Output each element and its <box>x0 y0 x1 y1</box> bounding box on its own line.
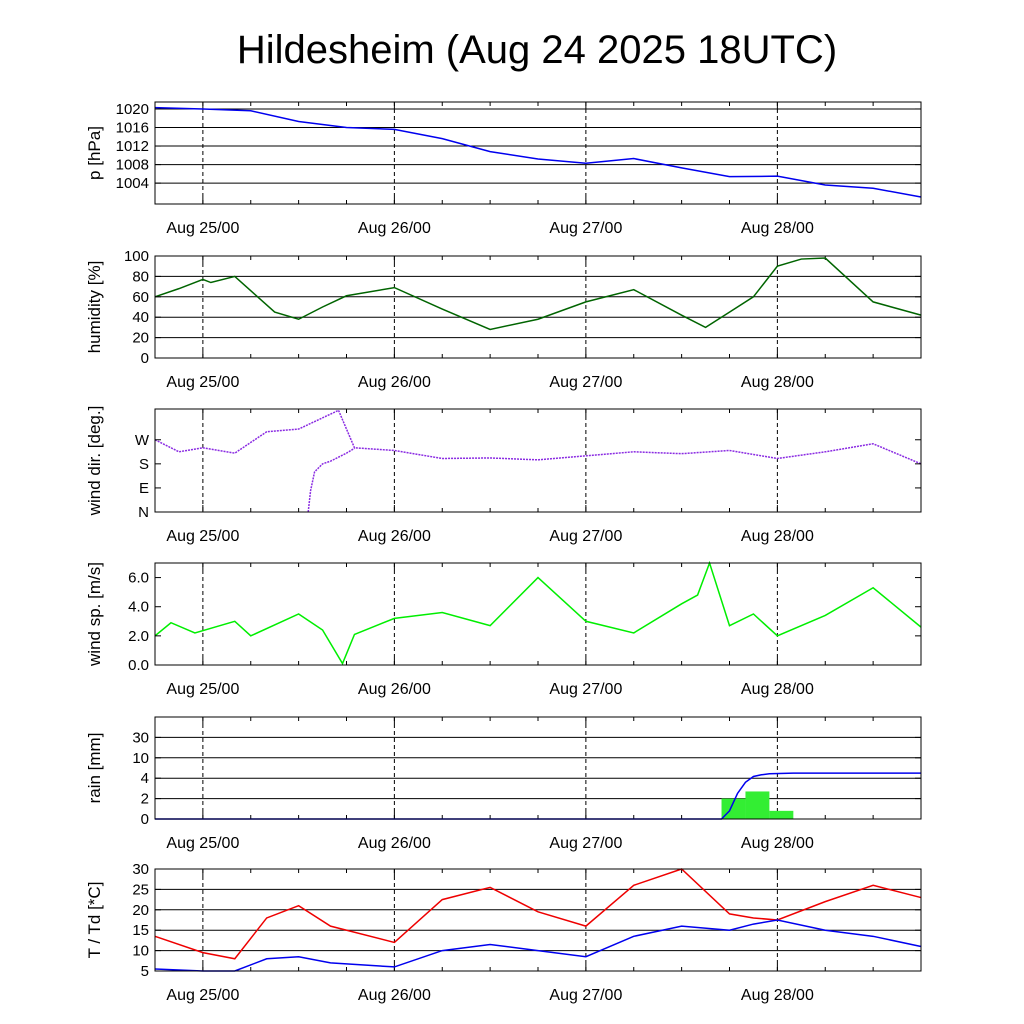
humidity-y-tick-label: 0 <box>141 350 149 367</box>
wind-direction-series <box>154 409 922 465</box>
humidity-y-tick-label: 100 <box>124 248 149 265</box>
wind-speed-frame <box>154 562 922 666</box>
rain-day-label: Aug 26/00 <box>358 835 431 852</box>
rain-day-label: Aug 25/00 <box>166 835 239 852</box>
wind-speed-y-tick-label: 6.0 <box>128 570 149 587</box>
humidity-day-label: Aug 28/00 <box>741 374 814 391</box>
wind-direction-y-tick-label: W <box>135 432 150 449</box>
temperature-series-1 <box>154 919 922 972</box>
temperature-frame <box>154 868 922 972</box>
pressure-day-label: Aug 28/00 <box>741 220 814 237</box>
pressure-day-label: Aug 25/00 <box>166 220 239 237</box>
humidity-axis-label: humidity [%] <box>85 261 104 354</box>
temperature-axis-label: T / Td [*C] <box>85 882 104 959</box>
wind-speed-y-tick-label: 4.0 <box>128 599 149 616</box>
pressure-frame <box>154 101 922 205</box>
rain-day-label: Aug 28/00 <box>741 835 814 852</box>
wind-direction-frame <box>154 408 922 513</box>
pressure-y-tick-label: 1020 <box>116 101 149 118</box>
humidity-frame <box>154 255 922 359</box>
temperature-day-label: Aug 27/00 <box>549 987 622 1004</box>
humidity-y-tick-label: 60 <box>132 289 149 306</box>
wind-speed-y-tick-label: 2.0 <box>128 628 149 645</box>
rain-y-tick-label: 2 <box>141 791 149 808</box>
humidity-y-tick-label: 80 <box>132 268 149 285</box>
temperature-series-0 <box>154 868 922 960</box>
wind-direction-day-label: Aug 28/00 <box>741 528 814 545</box>
temperature-y-tick-label: 5 <box>141 963 149 980</box>
wind-direction-day-label: Aug 26/00 <box>358 528 431 545</box>
pressure-day-label: Aug 26/00 <box>358 220 431 237</box>
wind-speed-day-label: Aug 28/00 <box>741 681 814 698</box>
rain-bar <box>769 810 794 819</box>
wind-speed-day-label: Aug 27/00 <box>549 681 622 698</box>
wind-direction-y-tick-label: S <box>139 456 149 473</box>
wind-direction-series <box>307 447 355 513</box>
humidity-y-tick-label: 40 <box>132 309 149 326</box>
wind-direction-day-label: Aug 27/00 <box>549 528 622 545</box>
humidity-y-tick-label: 20 <box>132 330 149 347</box>
temperature-y-tick-label: 20 <box>132 902 149 919</box>
rain-cumulative-line <box>155 772 921 820</box>
temperature-y-tick-label: 25 <box>132 881 149 898</box>
humidity-series-0 <box>154 257 922 331</box>
temperature-day-label: Aug 25/00 <box>166 987 239 1004</box>
pressure-y-tick-label: 1004 <box>116 175 149 192</box>
wind-speed-day-label: Aug 25/00 <box>166 681 239 698</box>
pressure-series-0 <box>154 106 922 198</box>
humidity-day-label: Aug 26/00 <box>358 374 431 391</box>
temperature-day-label: Aug 28/00 <box>741 987 814 1004</box>
pressure-y-tick-label: 1008 <box>116 157 149 174</box>
pressure-day-label: Aug 27/00 <box>549 220 622 237</box>
humidity-day-label: Aug 27/00 <box>549 374 622 391</box>
pressure-axis-label: p [hPa] <box>85 126 104 180</box>
rain-y-tick-label: 0 <box>141 811 149 828</box>
wind-direction-y-tick-label: E <box>139 480 149 497</box>
rain-y-tick-label: 30 <box>132 729 149 746</box>
wind-direction-day-label: Aug 25/00 <box>166 528 239 545</box>
wind-direction-axis-label: wind dir. [deg.] <box>85 406 104 517</box>
rain-day-label: Aug 27/00 <box>549 835 622 852</box>
rain-axis-label: rain [mm] <box>85 733 104 804</box>
wind-speed-day-label: Aug 26/00 <box>358 681 431 698</box>
pressure-y-tick-label: 1012 <box>116 138 149 155</box>
humidity-day-label: Aug 25/00 <box>166 374 239 391</box>
page-title: Hildesheim (Aug 24 2025 18UTC) <box>236 28 838 72</box>
pressure-y-tick-label: 1016 <box>116 120 149 137</box>
rain-y-tick-label: 10 <box>132 750 149 767</box>
temperature-y-tick-label: 10 <box>132 943 149 960</box>
temperature-day-label: Aug 26/00 <box>358 987 431 1004</box>
wind-direction-y-tick-label: N <box>138 504 149 521</box>
rain-frame <box>154 716 922 820</box>
wind-speed-series-0 <box>154 560 922 666</box>
temperature-y-tick-label: 15 <box>132 922 149 939</box>
temperature-y-tick-label: 30 <box>132 861 149 878</box>
wind-speed-y-tick-label: 0.0 <box>128 657 149 674</box>
rain-y-tick-label: 4 <box>141 770 149 787</box>
wind-speed-axis-label: wind sp. [m/s] <box>85 562 104 667</box>
rain-bar <box>745 791 770 819</box>
